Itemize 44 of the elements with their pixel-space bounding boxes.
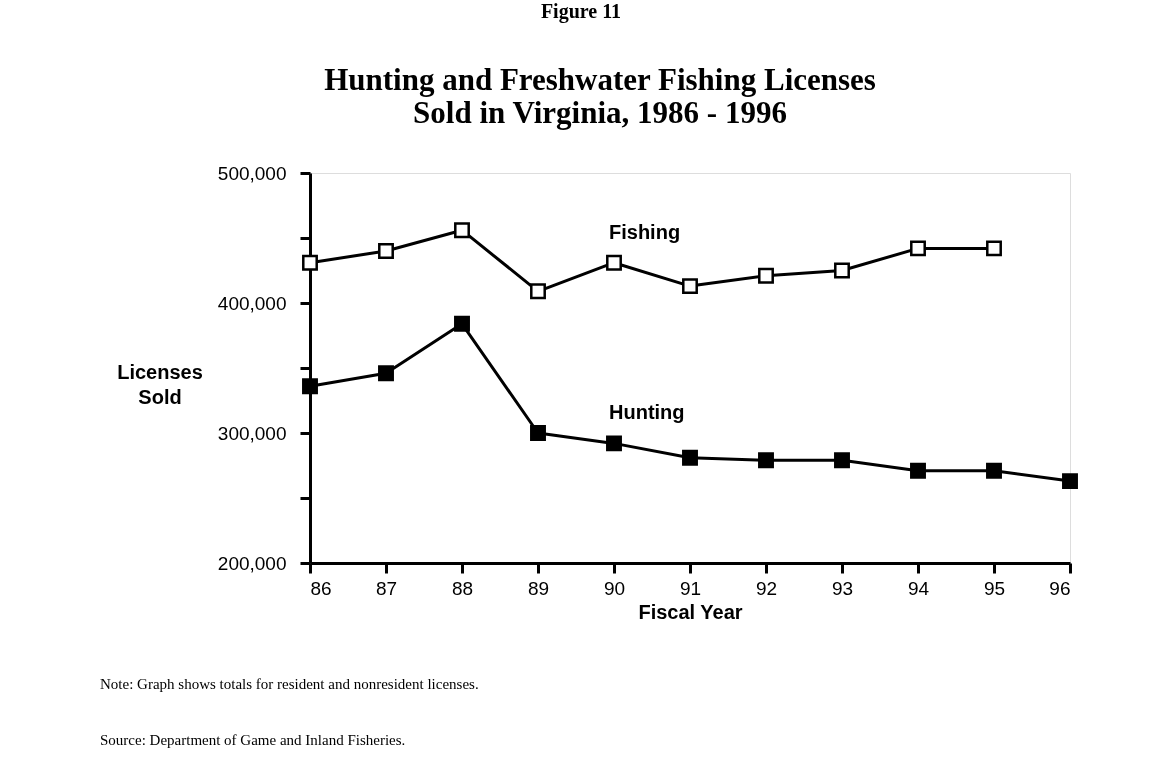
point [606, 254, 622, 271]
point [302, 378, 318, 395]
x-tick-label: 87 [375, 577, 398, 599]
point [454, 222, 470, 239]
point [454, 315, 470, 332]
point [758, 267, 774, 284]
point [530, 283, 546, 300]
point [834, 452, 850, 469]
x-tick-label: 95 [983, 577, 1006, 599]
point [1062, 473, 1078, 490]
point [910, 462, 926, 479]
point [378, 365, 394, 382]
text: Note: Graph shows totals for resident and nonresident licenses. [100, 676, 479, 692]
point [378, 243, 394, 259]
source-note: Source: Department of Game and Inland Fisheries. [100, 732, 406, 748]
x-tick-label: 90 [603, 577, 626, 599]
x-axis-title: Fiscal Year [638, 600, 743, 623]
series-label: Hunting [609, 401, 685, 424]
x-tick-label: 94 [907, 577, 930, 599]
point [986, 240, 1002, 257]
caption: Figure 11 [540, 0, 622, 23]
series-label: Fishing [609, 220, 681, 243]
x-tick-label: 91 [679, 577, 702, 599]
x-tick-label: 96 [1049, 577, 1071, 599]
point [302, 254, 318, 271]
x-tick-label: 89 [527, 577, 550, 599]
point [606, 435, 622, 452]
chart-title: Hunting and Freshwater Fishing Licenses Sold in Virginia, 1986 - 1996 [324, 62, 876, 130]
x-tick-label: 88 [451, 577, 474, 599]
x-tick-label: 92 [755, 577, 778, 599]
y-tick-label: 200,000 [217, 552, 287, 574]
point [682, 278, 698, 295]
point [834, 262, 850, 279]
point [530, 425, 546, 441]
x-tick-label: 86 [310, 577, 332, 599]
y-tick-label: 500,000 [217, 162, 287, 184]
y-axis-title: Licenses Sold [117, 361, 203, 408]
point [910, 240, 926, 257]
y-tick-label: 400,000 [217, 292, 287, 314]
point [986, 462, 1002, 479]
y-tick-label: 300,000 [217, 422, 287, 444]
point [682, 449, 698, 466]
x-tick-label: 93 [831, 577, 854, 599]
point [758, 452, 774, 469]
